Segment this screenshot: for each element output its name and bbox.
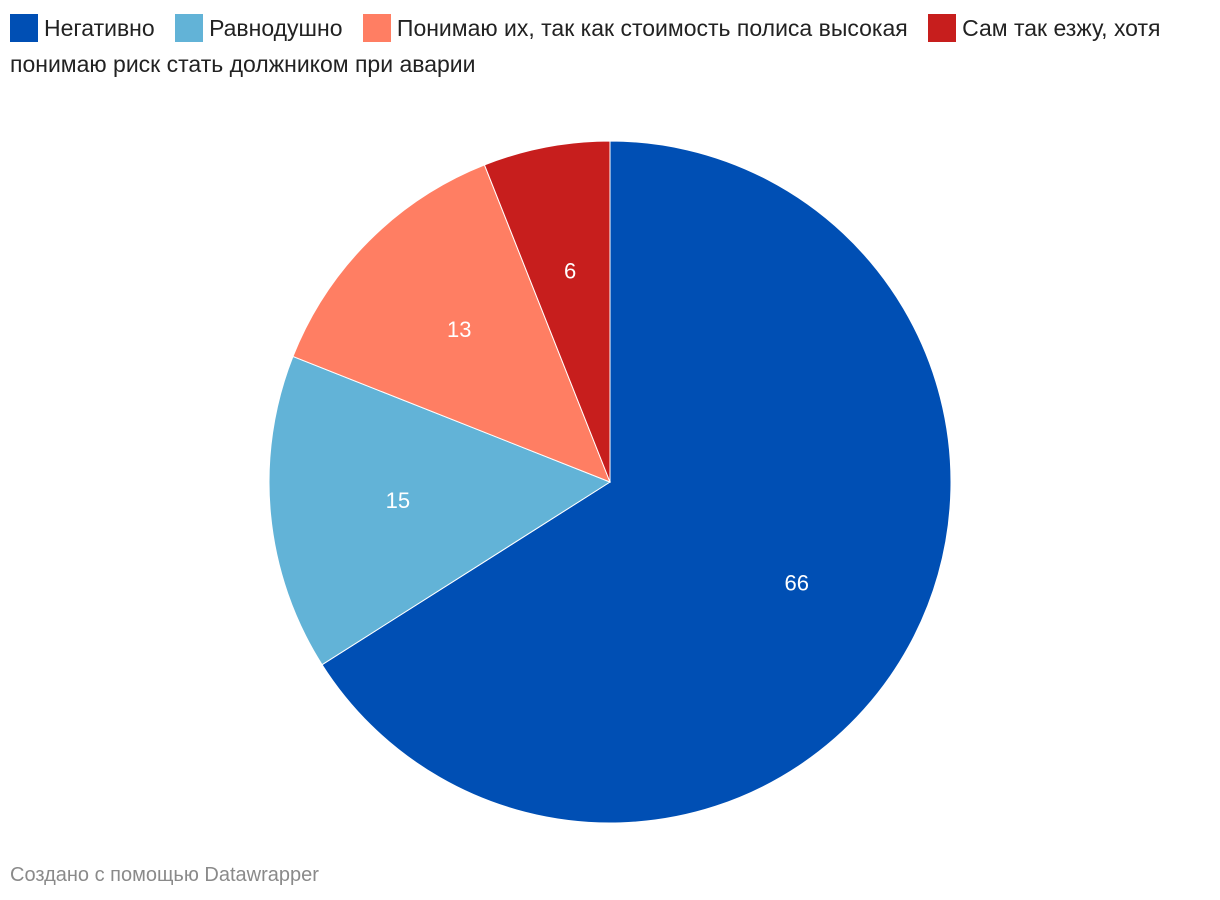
data-label: 66 xyxy=(785,570,809,595)
legend-item: Понимаю их, так как стоимость полиса выс… xyxy=(362,14,908,42)
legend-label: Равнодушно xyxy=(209,15,343,41)
legend: Негативно Равнодушно Понимаю их, так как… xyxy=(10,10,1200,82)
data-label: 15 xyxy=(386,488,410,513)
legend-item: Сам так езжу, хотя понимаю риск стать до… xyxy=(10,14,1161,77)
legend-item: Негативно xyxy=(10,14,155,42)
legend-swatch xyxy=(928,14,957,42)
legend-item: Равнодушно xyxy=(175,14,343,42)
legend-swatch xyxy=(10,14,38,42)
pie-slice xyxy=(268,355,612,666)
legend-label: Негативно xyxy=(44,15,155,41)
legend-swatch xyxy=(362,14,391,42)
legend-label: Понимаю их, так как стоимость полиса выс… xyxy=(396,15,908,41)
credit: Создано с помощью Datawrapper xyxy=(10,864,319,886)
pie-slice xyxy=(292,164,611,483)
data-label: 13 xyxy=(447,317,471,342)
legend-label: Сам так езжу, хотя понимаю риск стать до… xyxy=(10,15,1161,77)
pie-slice xyxy=(483,140,611,483)
legend-swatch xyxy=(175,14,204,42)
chart: 66 15 13 6 xyxy=(268,140,952,824)
data-label: 6 xyxy=(564,258,576,283)
pie-slice xyxy=(321,140,952,824)
